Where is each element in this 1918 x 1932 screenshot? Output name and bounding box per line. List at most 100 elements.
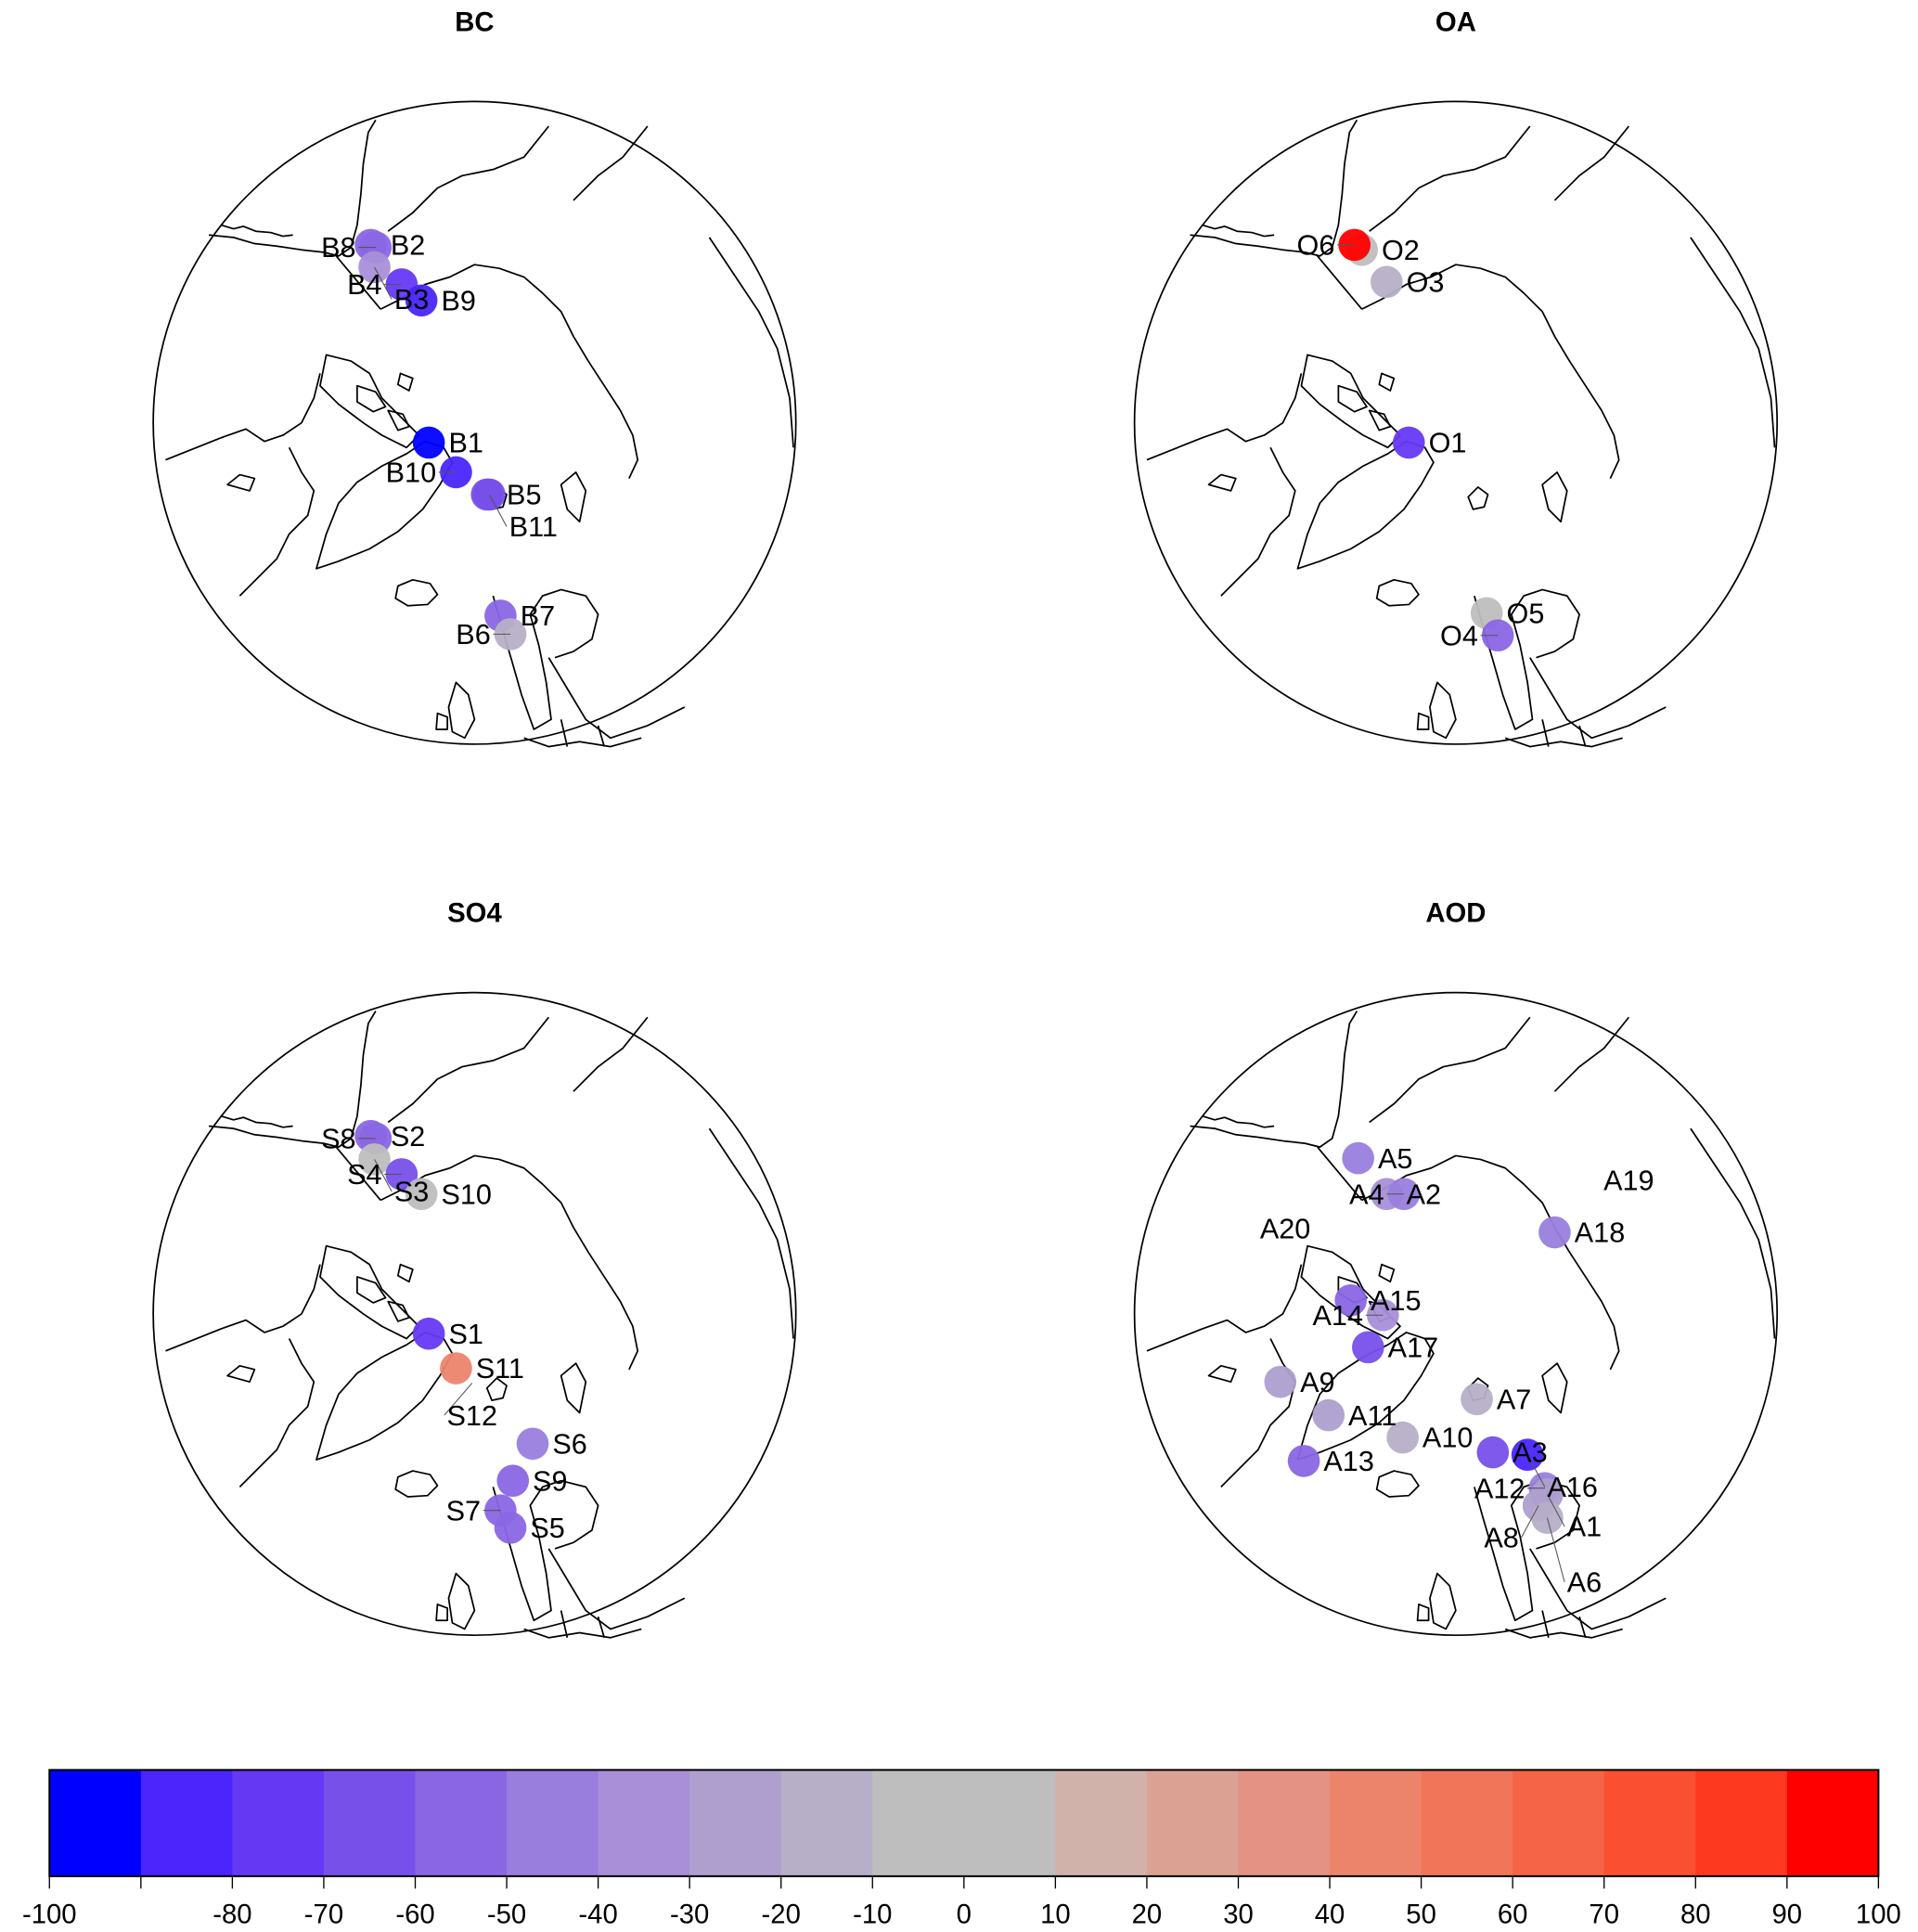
label-leader-line [488, 494, 508, 527]
label-leader-line [444, 1383, 473, 1416]
colorbar-bin [689, 1770, 782, 1876]
site-label: A10 [1422, 1423, 1474, 1454]
site-label: O2 [1382, 235, 1420, 266]
site-label: A19 [1603, 1166, 1654, 1197]
site-label: A18 [1575, 1217, 1626, 1249]
leader-lines [1337, 244, 1499, 637]
map-panel-oa: OA O2 O6 O3 O1 O5 O4 [1133, 6, 1779, 748]
site-label: A16 [1547, 1472, 1598, 1503]
site-label: B5 [507, 480, 541, 511]
site-label: A13 [1323, 1446, 1374, 1477]
colorbar-bin [872, 1770, 965, 1876]
site-label: A12 [1474, 1473, 1525, 1504]
site-marker-o1 [1392, 426, 1425, 459]
site-label: B9 [441, 285, 475, 316]
site-marker-b11 [473, 478, 506, 511]
site-label: B1 [448, 428, 483, 459]
colorbar-bin [1695, 1770, 1788, 1876]
site-label: S7 [446, 1495, 481, 1526]
panel-title: SO4 [447, 898, 502, 929]
map-boundary [1133, 100, 1779, 745]
colorbar-tick-label: 50 [1406, 1900, 1436, 1930]
colorbar-tick-label: 80 [1680, 1900, 1711, 1930]
site-label: B6 [456, 619, 490, 650]
site-label: S6 [552, 1428, 586, 1460]
colorbar-bin [780, 1770, 873, 1876]
site-label: O3 [1407, 266, 1445, 298]
label-leader-line [1546, 1494, 1565, 1527]
colorbar-tick-label: -60 [395, 1900, 434, 1930]
site-label: A1 [1567, 1512, 1602, 1543]
colorbar-bin [1421, 1770, 1513, 1876]
colorbar-bin [1786, 1770, 1880, 1876]
site-marker-a5 [1342, 1141, 1374, 1175]
colorbar-tick-label: 100 [1856, 1900, 1901, 1930]
site-label: A7 [1497, 1384, 1531, 1415]
site-marker-a10 [1386, 1421, 1419, 1454]
colorbar-bin [1055, 1770, 1148, 1876]
site-marker-s1 [412, 1317, 445, 1350]
site-marker-b6 [494, 618, 527, 650]
site-label: A2 [1407, 1179, 1441, 1210]
colorbar-tick-label: 70 [1589, 1900, 1619, 1930]
site-label: A8 [1484, 1523, 1518, 1554]
colorbar-tick-label: -100 [22, 1900, 77, 1930]
site-marker-s3 [358, 1143, 391, 1176]
site-marker-s9 [496, 1464, 530, 1498]
site-label: B11 [509, 511, 558, 543]
site-marker-a9 [1264, 1365, 1297, 1398]
site-label: O1 [1429, 428, 1467, 459]
site-label: B7 [521, 600, 555, 632]
site-label: S5 [530, 1513, 564, 1544]
site-label: S9 [533, 1465, 567, 1497]
colorbar-bin [507, 1770, 599, 1876]
colorbar-bin [323, 1770, 417, 1876]
site-label: O6 [1297, 230, 1335, 262]
colorbar-bin [1603, 1770, 1696, 1876]
leader-lines [358, 247, 511, 635]
site-label: A9 [1300, 1367, 1334, 1398]
leader-lines [358, 1138, 501, 1512]
colorbar-bin [598, 1770, 690, 1876]
colorbar-tick-label: -70 [304, 1900, 343, 1930]
site-marker-o3 [1370, 265, 1403, 299]
colorbar: -100 -80 -70 -60 -50 -40 -30 -20 -10 0 10 20 30 40 50 6… [22, 1769, 1901, 1930]
site-marker-s6 [516, 1427, 549, 1461]
label-leader-line [374, 1159, 393, 1192]
leader-lines [1365, 1193, 1565, 1583]
colorbar-tick-label: 10 [1040, 1900, 1071, 1930]
site-label: A5 [1378, 1143, 1412, 1175]
site-label: A17 [1388, 1333, 1439, 1364]
label-leader-line [1546, 1517, 1565, 1583]
site-marker-b9 [405, 284, 438, 317]
site-marker-a13 [1287, 1445, 1320, 1477]
site-label: S8 [321, 1123, 355, 1154]
site-label: S1 [448, 1319, 483, 1350]
site-label: B8 [321, 232, 355, 264]
colorbar-tick-label: -10 [853, 1900, 892, 1930]
site-label: S2 [391, 1121, 425, 1153]
site-label: A6 [1567, 1567, 1602, 1599]
colorbar-tick-label: -30 [670, 1900, 709, 1930]
site-marker-a7 [1461, 1383, 1493, 1416]
site-label: O5 [1507, 598, 1545, 629]
site-marker-a18 [1538, 1216, 1571, 1249]
colorbar-bin [140, 1770, 234, 1876]
label-leader-line [1526, 1454, 1546, 1488]
colorbar-bin [1238, 1770, 1331, 1876]
site-marker-a17 [1352, 1331, 1384, 1364]
site-marker-s5 [494, 1512, 527, 1544]
site-label: A20 [1260, 1214, 1311, 1245]
panel-title: OA [1435, 6, 1476, 37]
site-label: A15 [1371, 1285, 1422, 1317]
colorbar-tick-label: 40 [1315, 1900, 1345, 1930]
colorbar-tick-label: 0 [957, 1900, 972, 1930]
site-label: S11 [476, 1353, 524, 1385]
colorbar-tick-label: -40 [578, 1900, 617, 1930]
colorbar-bin [1330, 1770, 1422, 1876]
site-label: B3 [394, 284, 429, 316]
